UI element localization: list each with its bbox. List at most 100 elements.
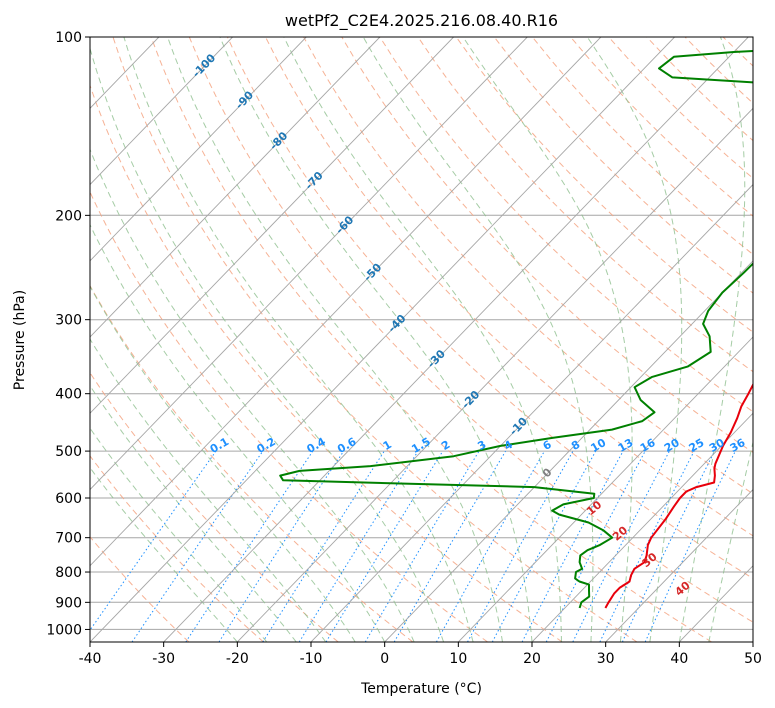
moist-adiabat xyxy=(90,338,327,642)
mixing-ratio-lines xyxy=(90,450,736,642)
dry-adiabat xyxy=(90,535,190,642)
y-tick-label: 500 xyxy=(55,444,82,460)
y-tick-label: 600 xyxy=(55,491,82,507)
moist-adiabat xyxy=(362,37,594,642)
isotherm-line xyxy=(0,37,12,642)
moist-adiabat xyxy=(283,37,562,642)
isotherm-line xyxy=(90,37,233,186)
isotherm-line xyxy=(90,37,528,491)
moist-adiabat xyxy=(678,37,746,642)
mixing-ratio-label: 30 xyxy=(707,436,727,455)
mixing-ratio-label: 36 xyxy=(728,436,748,455)
x-tick-label: 50 xyxy=(744,651,762,667)
dry-adiabat xyxy=(90,284,414,642)
dewpoint-profile xyxy=(279,50,753,609)
isotherm-line xyxy=(90,37,307,262)
mixing-ratio-label: 25 xyxy=(687,436,707,455)
mixing-ratio-line xyxy=(262,450,385,642)
dry-adiabat xyxy=(417,37,753,373)
mixing-ratio-line xyxy=(572,450,670,642)
dry-adiabat xyxy=(90,190,488,642)
dry-adiabat xyxy=(455,37,753,333)
isotherm-line xyxy=(90,37,675,642)
plot-frame xyxy=(89,36,754,643)
mixing-ratio-line xyxy=(393,450,507,642)
theta-e-label: 10 xyxy=(584,498,604,518)
mixing-ratio-label: 0.1 xyxy=(208,435,231,456)
moist-adiabat xyxy=(586,37,683,642)
dry-adiabats xyxy=(90,37,775,642)
mixing-ratio-line xyxy=(621,450,716,642)
dry-adiabat xyxy=(90,371,339,642)
isotherms xyxy=(0,37,753,642)
isotherm-line xyxy=(384,260,753,642)
mixing-ratio-label: 0.4 xyxy=(304,435,328,456)
y-axis: 100 200 300 400 500 600 700 800 900 1000 xyxy=(46,30,90,638)
mixing-ratio-line xyxy=(644,450,736,642)
y-tick-label: 300 xyxy=(55,313,82,329)
isotherm-line xyxy=(90,37,454,414)
dry-adiabat xyxy=(303,37,753,495)
dry-adiabat xyxy=(188,37,753,623)
isotherm-line xyxy=(752,641,753,642)
theta-e-label: 30 xyxy=(640,550,660,570)
dry-adiabat xyxy=(761,37,775,642)
y-tick-label: 200 xyxy=(55,208,82,224)
mixing-ratio-line xyxy=(218,450,345,642)
mixing-ratio-line xyxy=(325,450,444,642)
x-tick-label: -20 xyxy=(226,651,249,667)
x-tick-label: -10 xyxy=(300,651,323,667)
dry-adiabat xyxy=(722,37,753,67)
mixing-ratio-line xyxy=(90,450,217,632)
x-tick-label: 0 xyxy=(380,651,389,667)
mixing-ratio-label: 20 xyxy=(662,436,682,455)
mixing-ratio-label: 10 xyxy=(588,436,608,455)
mixing-ratio-label: 0.2 xyxy=(255,435,278,456)
line-labels: -100-90-80-70-60-50-40-30-20-1000.1 0.2 0.… xyxy=(190,51,748,598)
x-tick-label: 20 xyxy=(523,651,541,667)
chart-title: wetPf2_C2E4.2025.216.08.40.R16 xyxy=(285,11,558,31)
y-tick-label: 700 xyxy=(55,531,82,547)
y-axis-title: Pressure (hPa) xyxy=(12,290,28,390)
isotherm-line xyxy=(531,412,753,642)
mixing-ratio-label: 1.5 xyxy=(409,435,432,456)
moist-adiabats xyxy=(90,37,753,642)
y-tick-label: 100 xyxy=(55,30,82,46)
mixing-ratio-line xyxy=(131,450,264,642)
mixing-ratio-line xyxy=(364,450,480,642)
dry-adiabat xyxy=(265,37,753,537)
mixing-ratio-line xyxy=(185,450,314,642)
x-axis: -40 -30 -20 -10 0 10 20 30 40 50 xyxy=(79,642,762,667)
y-tick-label: 1000 xyxy=(46,622,82,638)
moist-adiabat xyxy=(90,466,238,642)
moist-adiabat xyxy=(167,37,503,642)
mixing-ratio-line xyxy=(435,450,545,642)
dry-adiabat xyxy=(493,37,753,294)
isotherm-line xyxy=(457,336,753,642)
mixing-ratio-line xyxy=(521,450,624,642)
y-tick-label: 400 xyxy=(55,387,82,403)
x-tick-label: 40 xyxy=(670,651,688,667)
x-tick-label: 30 xyxy=(597,651,615,667)
mixing-ratio-line xyxy=(599,450,695,642)
dry-adiabat xyxy=(90,84,563,642)
dry-adiabat xyxy=(112,37,638,642)
temperature-profile xyxy=(604,382,753,609)
moist-adiabat xyxy=(708,440,753,642)
moist-adiabat xyxy=(462,37,633,642)
x-tick-label: 10 xyxy=(449,651,467,667)
isotherm-line xyxy=(163,37,749,642)
isotherm-line xyxy=(605,488,753,642)
y-tick-label: 800 xyxy=(55,565,82,581)
moist-adiabat xyxy=(90,384,297,642)
moist-adiabat xyxy=(90,148,415,642)
moist-adiabat xyxy=(219,37,533,642)
moist-adiabat xyxy=(123,37,474,642)
dry-adiabat xyxy=(90,455,264,642)
moist-adiabat xyxy=(90,223,386,642)
dry-adiabat xyxy=(570,37,753,217)
isotherm-line xyxy=(90,37,602,567)
plot-area: -100-90-80-70-60-50-40-30-20-1000.1 0.2 0.… xyxy=(0,37,775,642)
